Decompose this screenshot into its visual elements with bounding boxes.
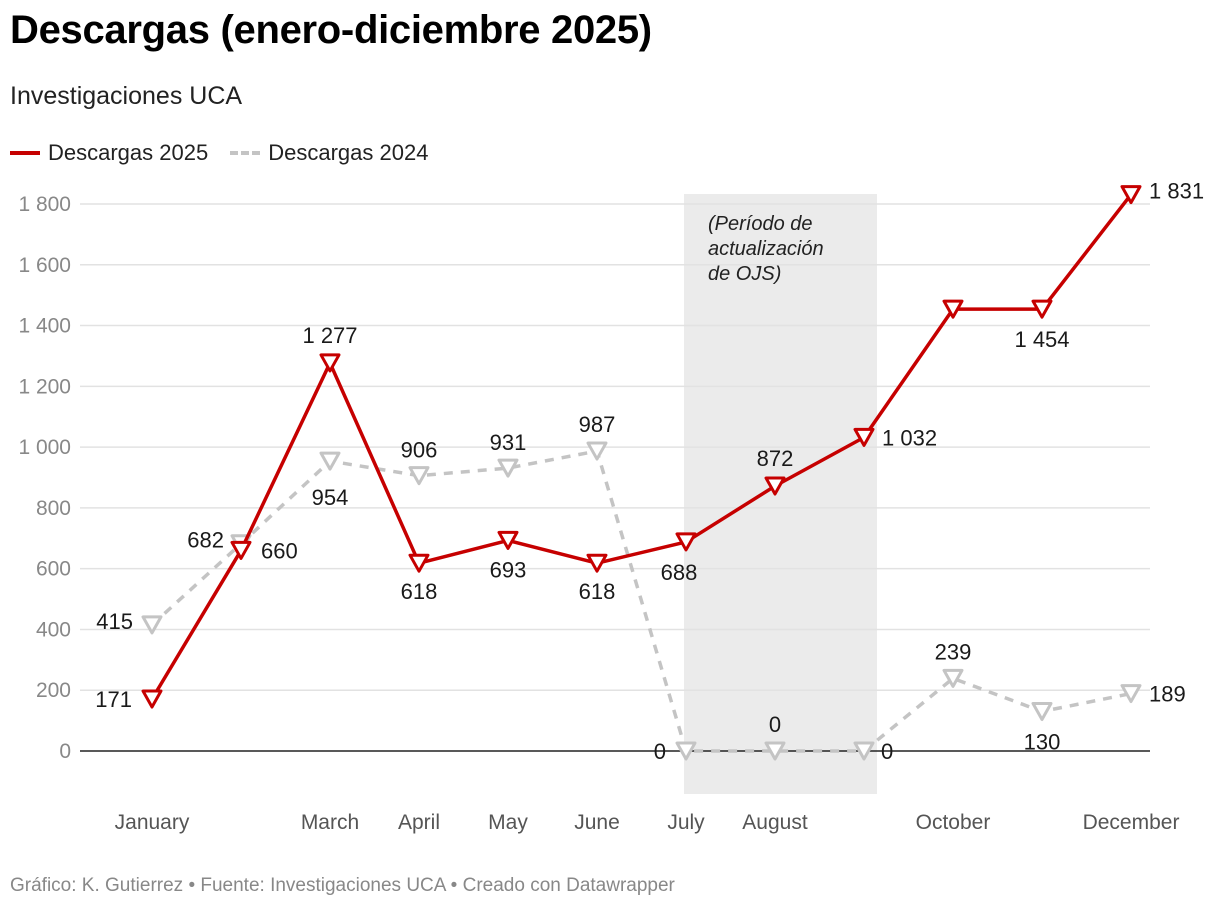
marker-2024 (141, 615, 163, 635)
data-label-2024: 415 (96, 609, 133, 634)
x-tick-label: August (742, 811, 808, 834)
data-label-2024: 239 (935, 639, 972, 664)
chart-footer: Gráfico: K. Gutierrez • Fuente: Investig… (10, 875, 675, 896)
y-tick-label: 600 (36, 558, 71, 581)
data-label-2025: 660 (261, 538, 298, 563)
y-tick-label: 400 (36, 618, 71, 641)
y-tick-label: 1 200 (18, 375, 71, 398)
data-label-2025: 1 032 (882, 425, 937, 450)
marker-2025 (1120, 185, 1142, 205)
highlight-band (684, 194, 877, 794)
data-label-2025: 872 (757, 446, 794, 471)
x-tick-label: December (1083, 811, 1180, 834)
data-label-2025: 618 (579, 579, 616, 604)
data-label-2024: 0 (881, 739, 893, 764)
data-label-2025: 688 (661, 560, 698, 585)
x-tick-label: March (301, 811, 359, 834)
marker-2024 (586, 441, 608, 461)
x-tick-label: April (398, 811, 440, 834)
x-tick-label: January (115, 811, 190, 834)
data-label-2025: 1 454 (1014, 327, 1069, 352)
data-label-2024: 954 (312, 485, 349, 510)
data-label-2025: 1 277 (302, 323, 357, 348)
legend-item-2024: Descargas 2024 (230, 140, 428, 166)
legend-label-2024: Descargas 2024 (268, 140, 429, 165)
marker-2025 (141, 689, 163, 709)
y-tick-label: 1 600 (18, 254, 71, 277)
highlight-annotation-line: (Período de (708, 213, 813, 235)
data-label-2024: 906 (401, 438, 438, 463)
marker-2025 (408, 553, 430, 573)
x-tick-label: July (667, 811, 705, 834)
y-tick-label: 1 800 (18, 193, 71, 216)
line-chart: (Período de actualización de OJS) 0 200 400 60… (18, 179, 1204, 834)
marker-2024 (497, 458, 519, 478)
marker-2024 (408, 466, 430, 486)
legend-item-2025: Descargas 2025 (10, 140, 208, 166)
data-label-2025: 693 (490, 557, 527, 582)
data-label-2024: 189 (1149, 682, 1186, 707)
chart-subtitle: Investigaciones UCA (10, 82, 243, 110)
y-tick-label: 200 (36, 679, 71, 702)
x-tick-label: June (574, 811, 620, 834)
series-line-2025 (150, 193, 1133, 700)
marker-2025 (853, 427, 875, 447)
marker-2024 (1120, 684, 1142, 704)
marker-2024 (1031, 701, 1053, 721)
marker-2024 (764, 741, 786, 761)
chart-legend: Descargas 2025 Descargas 2024 (10, 139, 450, 167)
x-tick-label: May (488, 811, 528, 834)
data-label-2024: 0 (654, 739, 666, 764)
data-label-2025: 1 831 (1149, 179, 1204, 204)
y-tick-label: 800 (36, 497, 71, 520)
legend-label-2025: Descargas 2025 (48, 140, 209, 165)
data-label-2025: 171 (95, 687, 132, 712)
marker-2025 (942, 299, 964, 319)
data-label-2024: 931 (490, 430, 527, 455)
data-label-2024: 987 (579, 412, 616, 437)
marker-2025 (675, 532, 697, 552)
marker-2025 (497, 530, 519, 550)
marker-2025 (319, 353, 341, 373)
marker-2024 (675, 741, 697, 761)
marker-2024 (853, 741, 875, 761)
y-tick-label: 1 400 (18, 315, 71, 338)
data-label-2024: 130 (1024, 729, 1061, 754)
marker-2024 (942, 668, 964, 688)
marker-2025 (230, 540, 252, 560)
y-tick-label: 0 (59, 740, 71, 763)
data-label-2024: 682 (187, 528, 224, 553)
data-label-2025: 618 (401, 579, 438, 604)
marker-2024 (319, 451, 341, 471)
y-tick-label: 1 000 (18, 436, 71, 459)
highlight-annotation-line: de OJS) (708, 263, 781, 285)
data-label-2024: 0 (769, 712, 781, 737)
legend-swatch-2025 (10, 151, 40, 155)
legend-swatch-2024 (230, 151, 261, 155)
marker-2025 (1031, 299, 1053, 319)
x-tick-label: October (916, 811, 991, 834)
highlight-annotation-line: actualización (708, 238, 824, 260)
marker-2025 (586, 553, 608, 573)
series-line-2024 (150, 449, 1132, 753)
marker-2025 (764, 476, 786, 496)
chart-title: Descargas (enero-diciembre 2025) (10, 8, 652, 52)
